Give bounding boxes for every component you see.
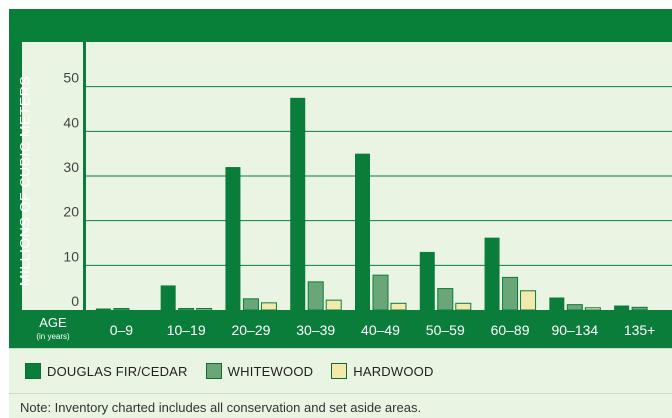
- legend-label-douglas: DOUGLAS FIR/CEDAR: [47, 363, 188, 379]
- bar-whitewood: [113, 308, 130, 311]
- chart-frame: MILLIONS OF CUBIC METERS 0 10 20 30 40 50 AGE…: [9, 9, 672, 418]
- x-tick-label: 10–19: [167, 322, 206, 338]
- bar-whitewood: [242, 298, 259, 311]
- x-tick-label: 0–9: [110, 322, 134, 338]
- bar-hardwood: [390, 302, 407, 311]
- legend-swatch-whitewood: [205, 363, 222, 379]
- bar-hardwood: [260, 302, 277, 311]
- x-axis-sublabel: (in years): [36, 332, 70, 341]
- bar-whitewood: [437, 288, 454, 311]
- bar-douglas: [614, 305, 630, 310]
- y-tick-labels: 0 10 20 30 40 50: [63, 70, 79, 309]
- x-tick-label: 20–29: [231, 322, 270, 338]
- bar-whitewood: [631, 306, 648, 311]
- bar-douglas: [549, 297, 565, 310]
- x-axis-band: [9, 310, 672, 348]
- bar-douglas: [225, 167, 241, 310]
- x-tick-labels: 0–9 10–19 20–29 30–39 40–49 50–59 60–89 90–134 1…: [110, 322, 656, 338]
- x-tick-label: 90–134: [551, 322, 598, 338]
- x-tick-label: 50–59: [426, 322, 465, 338]
- bar-douglas: [419, 251, 435, 310]
- bar-hardwood: [520, 290, 537, 311]
- bar-whitewood: [502, 276, 519, 311]
- legend-item-douglas: DOUGLAS FIR/CEDAR: [25, 363, 188, 379]
- bar-whitewood: [178, 308, 195, 311]
- bar-whitewood: [566, 304, 583, 311]
- y-tick-label: 40: [63, 114, 79, 130]
- y-tick-label: 0: [71, 293, 79, 309]
- bars: [95, 97, 648, 311]
- bar-douglas: [290, 97, 306, 310]
- legend-item-hardwood: HARDWOOD: [331, 363, 433, 379]
- x-tick-label: 30–39: [296, 322, 335, 338]
- chart-svg: MILLIONS OF CUBIC METERS 0 10 20 30 40 50 AGE…: [9, 9, 672, 348]
- legend: DOUGLAS FIR/CEDAR WHITEWOOD HARDWOOD: [9, 348, 672, 394]
- y-axis-label: MILLIONS OF CUBIC METERS: [17, 76, 33, 286]
- legend-swatch-douglas: [25, 363, 41, 379]
- legend-item-whitewood: WHITEWOOD: [205, 363, 314, 379]
- bar-douglas: [355, 153, 370, 310]
- bar-whitewood: [307, 281, 324, 311]
- ylabel-band: [9, 42, 22, 348]
- bar-hardwood: [584, 307, 601, 311]
- gridlines: [86, 86, 672, 266]
- y-tick-label: 30: [63, 159, 79, 175]
- bar-hardwood: [325, 299, 342, 311]
- y-axis-line: [83, 42, 86, 310]
- x-axis-label: AGE: [39, 315, 67, 330]
- bar-douglas: [484, 237, 500, 310]
- bar-douglas: [160, 285, 176, 310]
- legend-label-whitewood: WHITEWOOD: [227, 363, 314, 379]
- y-tick-label: 20: [63, 204, 79, 220]
- y-tick-label: 10: [63, 248, 79, 264]
- x-tick-label: 135+: [624, 322, 656, 338]
- bar-whitewood: [372, 274, 389, 311]
- x-tick-label: 40–49: [361, 322, 400, 338]
- bar-hardwood: [196, 308, 213, 311]
- y-tick-label: 50: [63, 70, 79, 86]
- footnote: Note: Inventory charted includes all con…: [20, 400, 422, 415]
- x-tick-label: 60–89: [491, 322, 530, 338]
- legend-label-hardwood: HARDWOOD: [353, 363, 434, 379]
- bar-hardwood: [455, 302, 472, 311]
- legend-swatch-hardwood: [331, 363, 348, 379]
- bar-douglas: [95, 308, 111, 310]
- header-bar: [9, 9, 672, 42]
